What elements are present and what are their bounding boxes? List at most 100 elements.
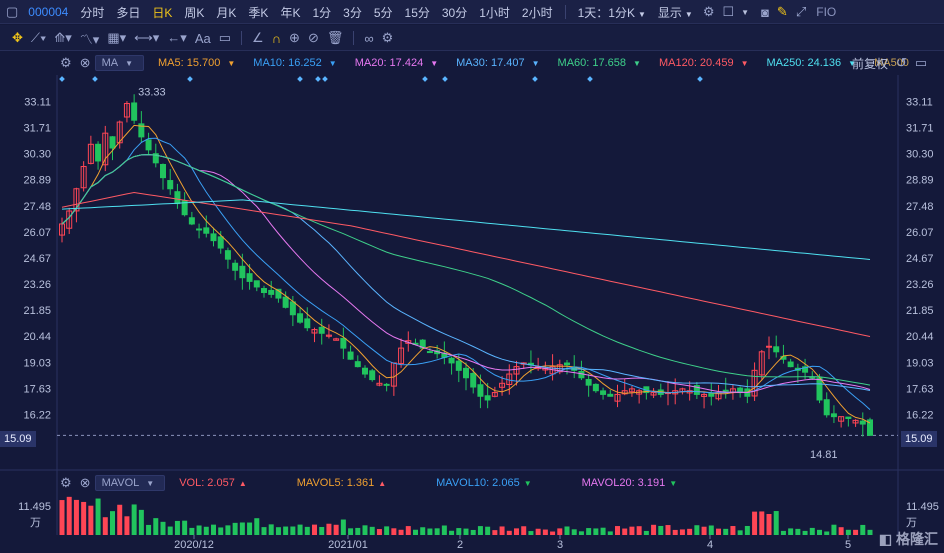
volume-bar xyxy=(355,527,361,535)
channel-tool-icon[interactable]: ⟰▾ xyxy=(54,30,72,45)
period-tab[interactable]: 1小时 xyxy=(479,5,510,20)
magnet-icon[interactable]: ∩ xyxy=(271,30,282,46)
checkbox-icon[interactable]: ☐ xyxy=(722,4,735,19)
price-tick-right: 23.26 xyxy=(906,279,934,291)
candle-body xyxy=(289,301,296,316)
volume-bar xyxy=(665,525,671,535)
candle-body xyxy=(160,163,166,179)
candle-body xyxy=(484,395,491,401)
volume-bar xyxy=(564,526,570,535)
volume-bar xyxy=(312,524,317,535)
period-tab[interactable]: 周K xyxy=(184,5,205,20)
close-icon[interactable]: ⊗ xyxy=(79,475,91,490)
candle-body xyxy=(859,420,866,425)
period-tab[interactable]: 1分 xyxy=(312,5,332,20)
pencil-icon[interactable]: ✎ xyxy=(776,4,788,19)
volume-bar xyxy=(477,526,483,535)
camera-icon[interactable]: ◙ xyxy=(761,4,769,20)
trash-icon[interactable]: 🗑 xyxy=(326,30,344,45)
settings-icon[interactable]: ⚙ xyxy=(702,4,715,19)
close-icon[interactable]: ⊗ xyxy=(79,55,91,70)
candle-body xyxy=(232,262,239,271)
candle-body xyxy=(102,132,109,166)
period-tab[interactable]: 2小时 xyxy=(521,5,553,20)
volume-bar xyxy=(131,504,137,535)
ma-indicator-button[interactable]: MA ▼ xyxy=(94,55,144,71)
volume-bar xyxy=(744,525,750,535)
ma20-line xyxy=(61,154,871,394)
volume-bar xyxy=(326,523,332,535)
arrow-tool-icon[interactable]: ←▾ xyxy=(167,30,187,45)
chevron-down-icon[interactable]: ▼ xyxy=(741,7,750,17)
fullscreen-icon[interactable]: ⤢ xyxy=(795,4,807,19)
move-cross-icon[interactable]: ✥ xyxy=(12,30,23,45)
volume-bar xyxy=(672,529,678,535)
period-tab[interactable]: 月K xyxy=(216,5,237,20)
gear-icon[interactable]: ⚙ xyxy=(60,475,72,490)
fib-tool-icon[interactable]: ▦▾ xyxy=(107,30,127,45)
volume-bar xyxy=(571,529,577,535)
volume-bar xyxy=(499,526,505,535)
mavol-indicator-button[interactable]: MAVOL ▼ xyxy=(94,475,166,491)
volume-bar xyxy=(788,528,794,535)
sync-icon[interactable]: ⊕ xyxy=(289,30,300,45)
volume-bar xyxy=(203,526,209,535)
price-tick-left: 17.63 xyxy=(23,383,51,395)
candle-body xyxy=(766,345,772,348)
event-marker xyxy=(92,76,98,82)
text-tool-icon[interactable]: Aa xyxy=(194,30,211,46)
volume-bar xyxy=(196,525,202,535)
candle-body xyxy=(167,180,174,190)
ma250-line xyxy=(61,199,871,260)
ruler-icon[interactable]: ∠ xyxy=(252,30,264,45)
volume-bar xyxy=(687,528,693,535)
volume-bar xyxy=(615,526,620,535)
candle-body xyxy=(628,388,635,393)
volume-bar xyxy=(831,524,837,535)
volume-bar xyxy=(824,531,830,535)
stock-code[interactable]: 000004 xyxy=(28,5,69,19)
period-tab[interactable]: 多日 xyxy=(116,5,141,20)
wave-tool-icon[interactable]: 〽▾ xyxy=(79,31,100,47)
period-tab[interactable]: 年K xyxy=(280,5,301,20)
period-tab[interactable]: 30分 xyxy=(441,5,468,20)
line-tool-icon[interactable]: ⟋▾ xyxy=(30,30,47,45)
volume-bar xyxy=(117,504,123,535)
candle-body xyxy=(376,382,383,386)
measure-tool-icon[interactable]: ⟷▾ xyxy=(134,30,160,45)
price-tick-right: 28.89 xyxy=(906,175,934,187)
event-marker xyxy=(587,76,593,82)
link-icon[interactable]: ∞ xyxy=(364,30,374,46)
period-tab[interactable]: 15分 xyxy=(404,5,430,20)
gear-icon[interactable]: ⚙ xyxy=(60,55,72,70)
gear-icon[interactable]: ⚙ xyxy=(381,30,394,45)
event-marker xyxy=(59,76,65,82)
volume-bar xyxy=(586,528,592,535)
price-tick-right: 19.03 xyxy=(906,357,934,369)
volume-bar xyxy=(867,529,873,535)
display-select[interactable]: 显示 ▼ xyxy=(657,5,693,20)
square-icon[interactable]: ▢ xyxy=(6,4,19,19)
hide-icon[interactable]: ⊘ xyxy=(307,30,319,45)
volume-bar xyxy=(780,530,786,535)
fio-button[interactable]: FIO xyxy=(816,5,837,19)
period-select[interactable]: 1天：1分K ▼ xyxy=(577,5,646,20)
adjust-select[interactable]: 前复权 ↺ ▭ xyxy=(852,55,928,71)
volume-bar xyxy=(521,526,527,535)
comment-icon[interactable]: ▭ xyxy=(218,30,232,45)
period-tab[interactable]: 季K xyxy=(248,5,269,20)
volume-bar xyxy=(304,526,310,535)
volume-bar xyxy=(211,524,216,535)
minimize-icon[interactable]: ▭ xyxy=(914,55,928,70)
volume-bar xyxy=(391,528,397,535)
period-tab[interactable]: 日K xyxy=(152,5,173,20)
candle-body xyxy=(87,143,94,164)
event-marker xyxy=(315,76,321,82)
period-tab[interactable]: 5分 xyxy=(373,5,393,20)
candle-body xyxy=(347,351,354,360)
period-tab[interactable]: 分时 xyxy=(80,5,105,20)
back-icon[interactable]: ↺ xyxy=(896,55,907,70)
period-tab[interactable]: 3分 xyxy=(343,5,362,20)
candle-body xyxy=(513,366,520,375)
